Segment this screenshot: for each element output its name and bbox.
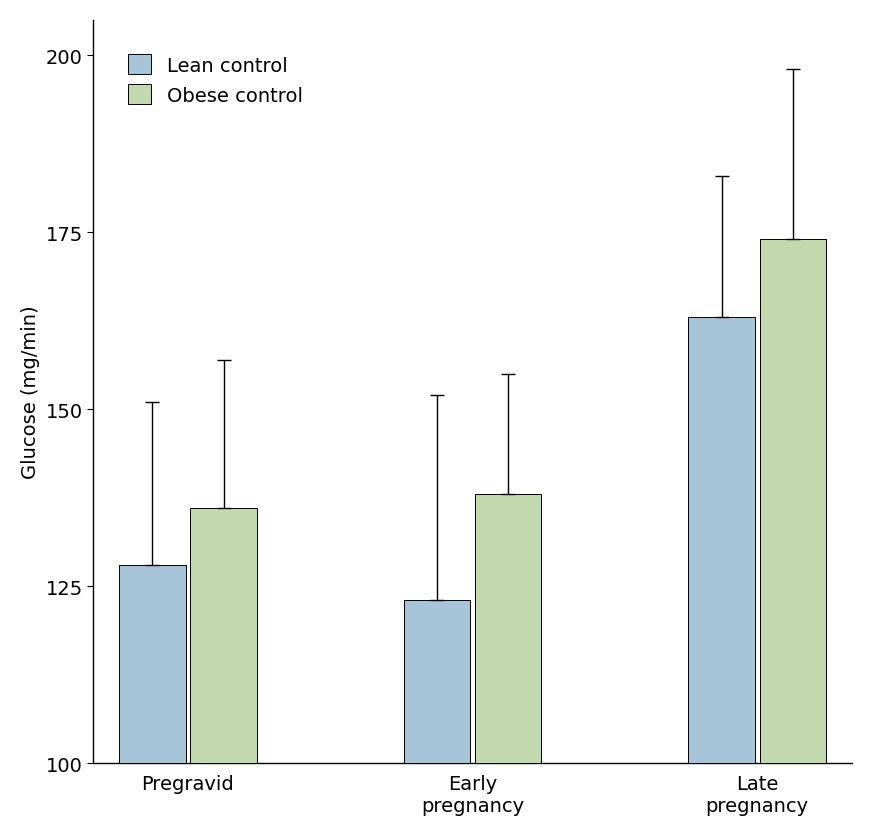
Bar	[190, 508, 257, 836]
Bar	[119, 565, 186, 836]
Y-axis label: Glucose (mg/min): Glucose (mg/min)	[21, 305, 40, 479]
Legend: Lean control, Obese control: Lean control, Obese control	[118, 45, 313, 115]
Bar	[404, 600, 471, 836]
Bar	[760, 240, 826, 836]
Bar	[475, 494, 541, 836]
Bar	[689, 318, 755, 836]
